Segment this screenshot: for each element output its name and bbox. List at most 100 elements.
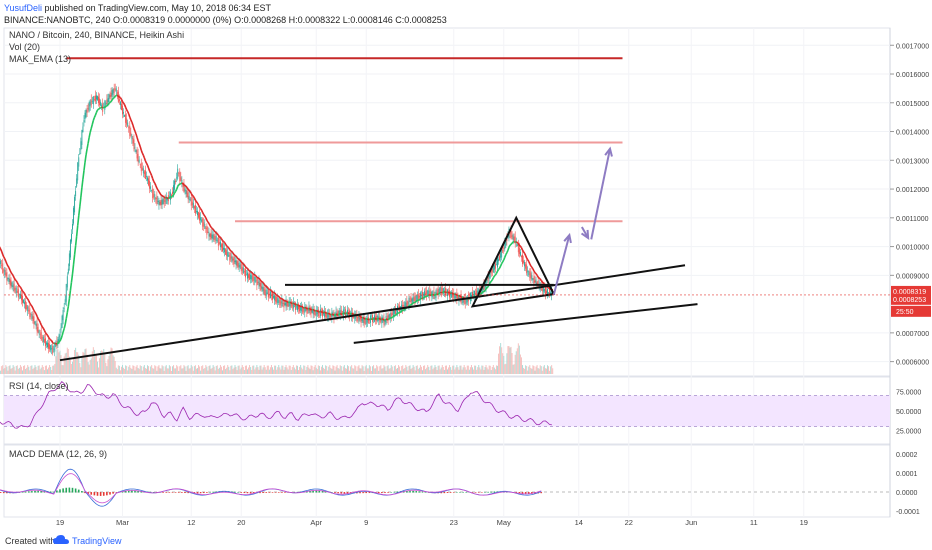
ema-segment	[74, 236, 78, 246]
ema-segment	[123, 104, 127, 108]
ema-segment	[289, 301, 292, 304]
ema-segment	[82, 170, 85, 180]
ema-legend[interactable]: MAK_EMA (13)	[9, 54, 72, 64]
ema-segment	[44, 332, 48, 335]
volume-bar	[398, 365, 400, 374]
candle-body	[85, 109, 87, 118]
volume-bar	[277, 367, 279, 374]
volume-bar	[544, 368, 546, 374]
volume-bar	[533, 366, 535, 374]
candle-body	[357, 317, 359, 319]
y-tick-label: 0.0017000	[896, 43, 929, 50]
symbol-legend[interactable]: NANO / Bitcoin, 240, BINANCE, Heikin Ash…	[9, 30, 185, 40]
candle-body	[315, 309, 317, 316]
ema-segment	[15, 280, 18, 283]
publish-header: YusufDeli published on TradingView.com, …	[4, 3, 271, 13]
volume-bar	[68, 356, 70, 374]
ema-segment	[502, 259, 505, 263]
candle-body	[319, 309, 321, 317]
macd-hist-bar	[81, 491, 83, 493]
ema-segment	[496, 269, 500, 272]
candle-body	[142, 168, 144, 174]
volume-bar	[91, 351, 93, 374]
drawings[interactable]	[4, 57, 890, 362]
volume-bar	[420, 366, 422, 374]
ema-segment	[50, 340, 54, 344]
candle-body	[383, 317, 385, 325]
candle-body	[151, 190, 153, 191]
volume-bar	[493, 367, 495, 374]
volume-bar	[514, 354, 516, 374]
volume-bar	[473, 369, 475, 374]
ema-segment	[33, 310, 36, 313]
ema-segment	[489, 280, 492, 284]
ema-segment	[177, 184, 180, 187]
volume-bar	[216, 365, 218, 374]
candle-body	[416, 295, 418, 300]
volume-bar	[192, 370, 194, 374]
volume-bar	[145, 368, 147, 374]
ema-segment	[242, 263, 245, 266]
volume-bar	[307, 365, 309, 374]
candle-body	[417, 294, 419, 301]
macd-hist-bar	[293, 492, 296, 493]
candle-body	[427, 290, 429, 296]
candle-body	[228, 254, 230, 257]
volume-bar	[230, 365, 232, 374]
volume-bar	[261, 369, 263, 374]
price-axis[interactable]: 0.00170000.00160000.00150000.00140000.00…	[890, 43, 931, 516]
macd-hist-bar	[331, 492, 333, 493]
candle-body	[231, 255, 233, 262]
volume-bar	[253, 365, 255, 374]
tradingview-logo-text[interactable]: TradingView	[72, 536, 122, 546]
time-axis[interactable]: 19 Mar 12 20 Apr 9 23 May 14 22 Jun 11 19	[56, 518, 808, 527]
rsi-legend[interactable]: RSI (14, close)	[9, 381, 69, 391]
candle-body	[24, 302, 26, 305]
volume-bar	[161, 365, 163, 374]
candle-body	[7, 277, 9, 279]
ema-segment	[481, 291, 484, 294]
volume-bar	[203, 368, 205, 374]
vol-legend[interactable]: Vol (20)	[9, 42, 41, 52]
author-link[interactable]: YusufDeli	[4, 3, 43, 13]
macd-legend[interactable]: MACD DEMA (12, 26, 9)	[9, 449, 108, 459]
candle-body	[212, 234, 214, 239]
ema-segment	[394, 314, 397, 317]
candle-body	[418, 295, 420, 298]
candle-body	[302, 306, 304, 313]
candle-body	[161, 199, 163, 205]
footer: Created with TradingView	[0, 528, 932, 550]
volume-bar	[102, 351, 104, 374]
volume-bar	[408, 365, 410, 374]
candle-body	[474, 290, 476, 298]
ema-segment	[516, 241, 519, 245]
grid	[4, 28, 890, 517]
volume-bar	[228, 366, 230, 374]
volume-bar	[469, 367, 471, 374]
ema-segment	[24, 295, 28, 299]
candle-body	[113, 88, 115, 93]
ema-segment	[157, 189, 160, 192]
volume-bar	[478, 365, 480, 374]
volume-bar	[245, 365, 247, 374]
candle-body	[543, 288, 545, 292]
volume-bar	[168, 365, 170, 374]
volume-bar	[66, 347, 68, 374]
macd-hist-bar	[68, 487, 71, 493]
candle-body	[130, 132, 132, 136]
volume-bar	[486, 367, 488, 374]
ema-segment	[244, 266, 248, 269]
volume-bar	[87, 362, 89, 374]
candle-body	[411, 298, 413, 302]
candle-body	[84, 112, 86, 120]
candle-body	[501, 248, 503, 258]
ema-segment	[146, 164, 150, 169]
volume-bar	[407, 370, 409, 374]
volume-bar	[169, 366, 171, 374]
volume-bar	[387, 365, 389, 374]
macd-hist-bar	[465, 491, 468, 493]
ema-segment	[130, 119, 133, 123]
chart-canvas[interactable]: 0.00170000.00160000.00150000.00140000.00…	[0, 0, 932, 528]
ohlc-line: BINANCE:NANOBTC, 240 O:0.0008319 0.00000…	[4, 15, 447, 25]
volume-bar	[518, 345, 520, 374]
